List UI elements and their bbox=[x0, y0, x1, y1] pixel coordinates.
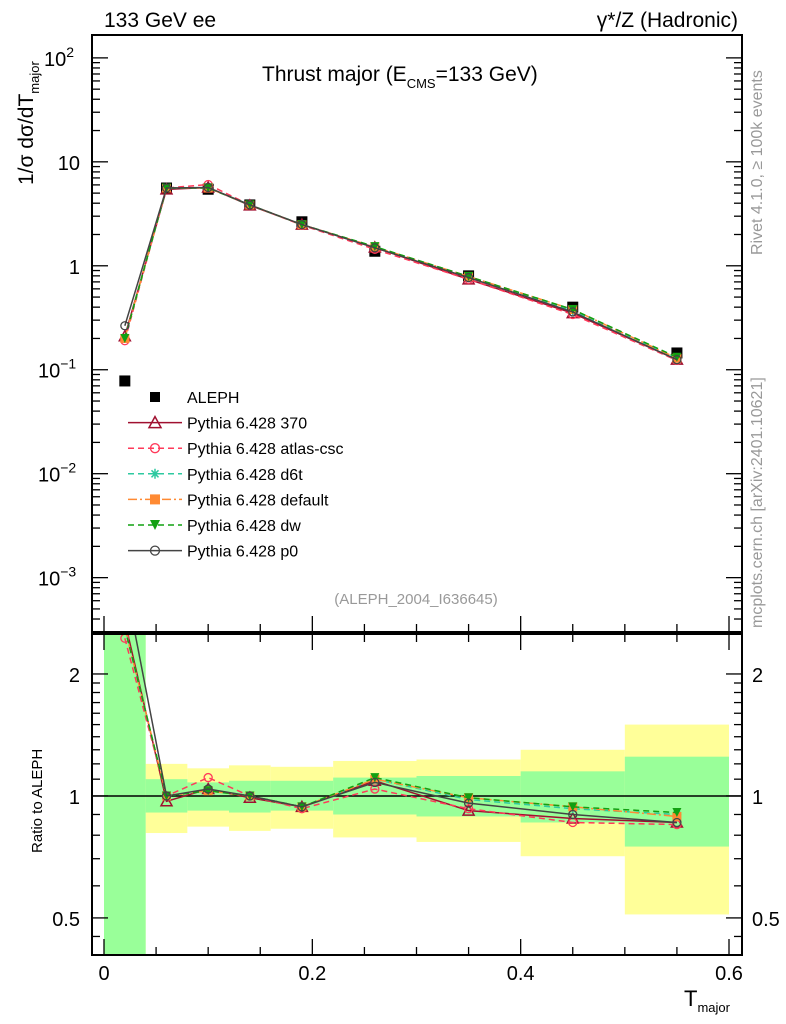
series-line bbox=[124, 186, 678, 361]
series-line bbox=[124, 187, 678, 358]
triangle-marker bbox=[147, 415, 163, 429]
legend-label: Pythia 6.428 atlas-csc bbox=[187, 441, 344, 458]
axes: 10−3 10−2 10−1 1 10 102 0 0.2 0.4 0.6 0.5 0.5 1 1 2 2 bbox=[38, 34, 780, 985]
y-tick-label: 10−3 bbox=[38, 564, 76, 591]
circle-marker bbox=[370, 784, 380, 794]
y-axis-label: 1/σ dσ/dTmajor bbox=[15, 61, 42, 185]
circle-marker bbox=[203, 784, 213, 794]
green-band bbox=[104, 634, 146, 955]
ratio-y-tick-label-right: 1 bbox=[752, 787, 763, 809]
circle-marker bbox=[463, 798, 474, 808]
x-tick-label: 0.6 bbox=[715, 963, 743, 985]
square-marker bbox=[150, 494, 160, 505]
circle-marker bbox=[568, 307, 578, 317]
asterisk-marker bbox=[150, 468, 160, 479]
legend-label: Pythia 6.428 d6t bbox=[187, 467, 303, 484]
circle-marker bbox=[245, 791, 255, 801]
circle-marker bbox=[568, 809, 578, 820]
series-line bbox=[124, 183, 678, 362]
ratio-y-tick-label: 2 bbox=[69, 665, 80, 687]
y-tick-label: 102 bbox=[44, 44, 74, 71]
circle-marker bbox=[672, 355, 682, 365]
triangle-down-marker bbox=[120, 623, 129, 632]
circle-marker bbox=[297, 802, 307, 812]
triangle-down-marker bbox=[370, 773, 380, 783]
chart-marks bbox=[118, 179, 684, 830]
rivet-version: Rivet 4.1.0, ≥ 100k events bbox=[749, 70, 766, 255]
circle-marker bbox=[463, 804, 474, 814]
legend-label: Pythia 6.428 p0 bbox=[187, 544, 298, 561]
circle-marker bbox=[161, 791, 172, 801]
ratio-series bbox=[119, 577, 684, 830]
circle-marker bbox=[149, 545, 161, 556]
ratio-y-tick-label: 0.5 bbox=[52, 909, 80, 931]
circle-marker bbox=[370, 777, 380, 788]
header-left: 133 GeV ee bbox=[104, 9, 216, 32]
circle-marker bbox=[203, 182, 213, 193]
green-band bbox=[624, 756, 730, 847]
series-line bbox=[124, 187, 678, 359]
circle-marker bbox=[245, 200, 255, 210]
x-tick-label: 0.4 bbox=[507, 963, 535, 985]
circle-marker bbox=[370, 243, 380, 253]
circle-marker bbox=[463, 272, 474, 283]
triangle-marker bbox=[461, 803, 476, 816]
plot-title: Thrust major (ECMS=133 GeV) bbox=[262, 63, 538, 91]
ratio-y-tick-label: 1 bbox=[69, 787, 80, 809]
header-right: γ*/Z (Hadronic) bbox=[597, 9, 738, 32]
legend: ALEPH Pythia 6.428 370 Pythia 6.428 atlas-… bbox=[128, 390, 344, 561]
triangle-down-marker bbox=[464, 793, 474, 803]
ratio-line bbox=[134, 634, 677, 824]
main-frame bbox=[91, 34, 743, 633]
ratio-y-tick-label-right: 0.5 bbox=[752, 909, 780, 931]
triangle-down-marker bbox=[672, 808, 682, 818]
triangle-down-marker bbox=[568, 802, 578, 812]
square-marker bbox=[150, 392, 160, 402]
circle-marker bbox=[203, 772, 213, 783]
legend-label: Pythia 6.428 370 bbox=[187, 416, 307, 433]
main-series bbox=[118, 179, 684, 387]
circle-marker bbox=[161, 183, 172, 193]
series-line bbox=[124, 187, 678, 359]
triangle-down-marker bbox=[120, 333, 130, 343]
y-tick-label: 1 bbox=[69, 257, 80, 279]
asterisk-marker bbox=[120, 623, 129, 632]
triangle-down-marker bbox=[568, 304, 578, 314]
analysis-id: (ALEPH_2004_I636645) bbox=[334, 591, 497, 608]
triangle-down-marker bbox=[203, 786, 213, 796]
ratio-y-tick-label-right: 2 bbox=[752, 665, 763, 687]
y-tick-label: 10 bbox=[58, 153, 80, 175]
triangle-down-marker bbox=[672, 352, 682, 362]
triangle-marker bbox=[119, 616, 130, 626]
legend-label: ALEPH bbox=[187, 390, 239, 407]
circle-marker bbox=[149, 443, 161, 454]
ratio-y-label: Ratio to ALEPH bbox=[29, 749, 46, 853]
mcplots-credit: mcplots.cern.ch [arXiv:2401.10621] bbox=[749, 377, 766, 628]
legend-label: Pythia 6.428 dw bbox=[187, 518, 301, 535]
legend-label: Pythia 6.428 default bbox=[187, 492, 329, 509]
circle-marker bbox=[121, 577, 129, 585]
circle-marker bbox=[120, 321, 130, 331]
x-axis-label: Tmajor bbox=[684, 986, 731, 1015]
square-marker bbox=[119, 375, 131, 387]
series-line bbox=[124, 186, 678, 361]
x-tick-label: 0.2 bbox=[298, 963, 326, 985]
square-marker bbox=[120, 623, 129, 632]
circle-marker bbox=[297, 219, 307, 230]
triangle-marker bbox=[159, 794, 174, 807]
x-tick-label: 0 bbox=[98, 963, 109, 985]
circle-marker bbox=[672, 817, 682, 828]
triangle-down-marker bbox=[150, 520, 160, 530]
y-tick-label: 10−2 bbox=[38, 460, 76, 487]
y-tick-label: 10−1 bbox=[38, 356, 76, 383]
